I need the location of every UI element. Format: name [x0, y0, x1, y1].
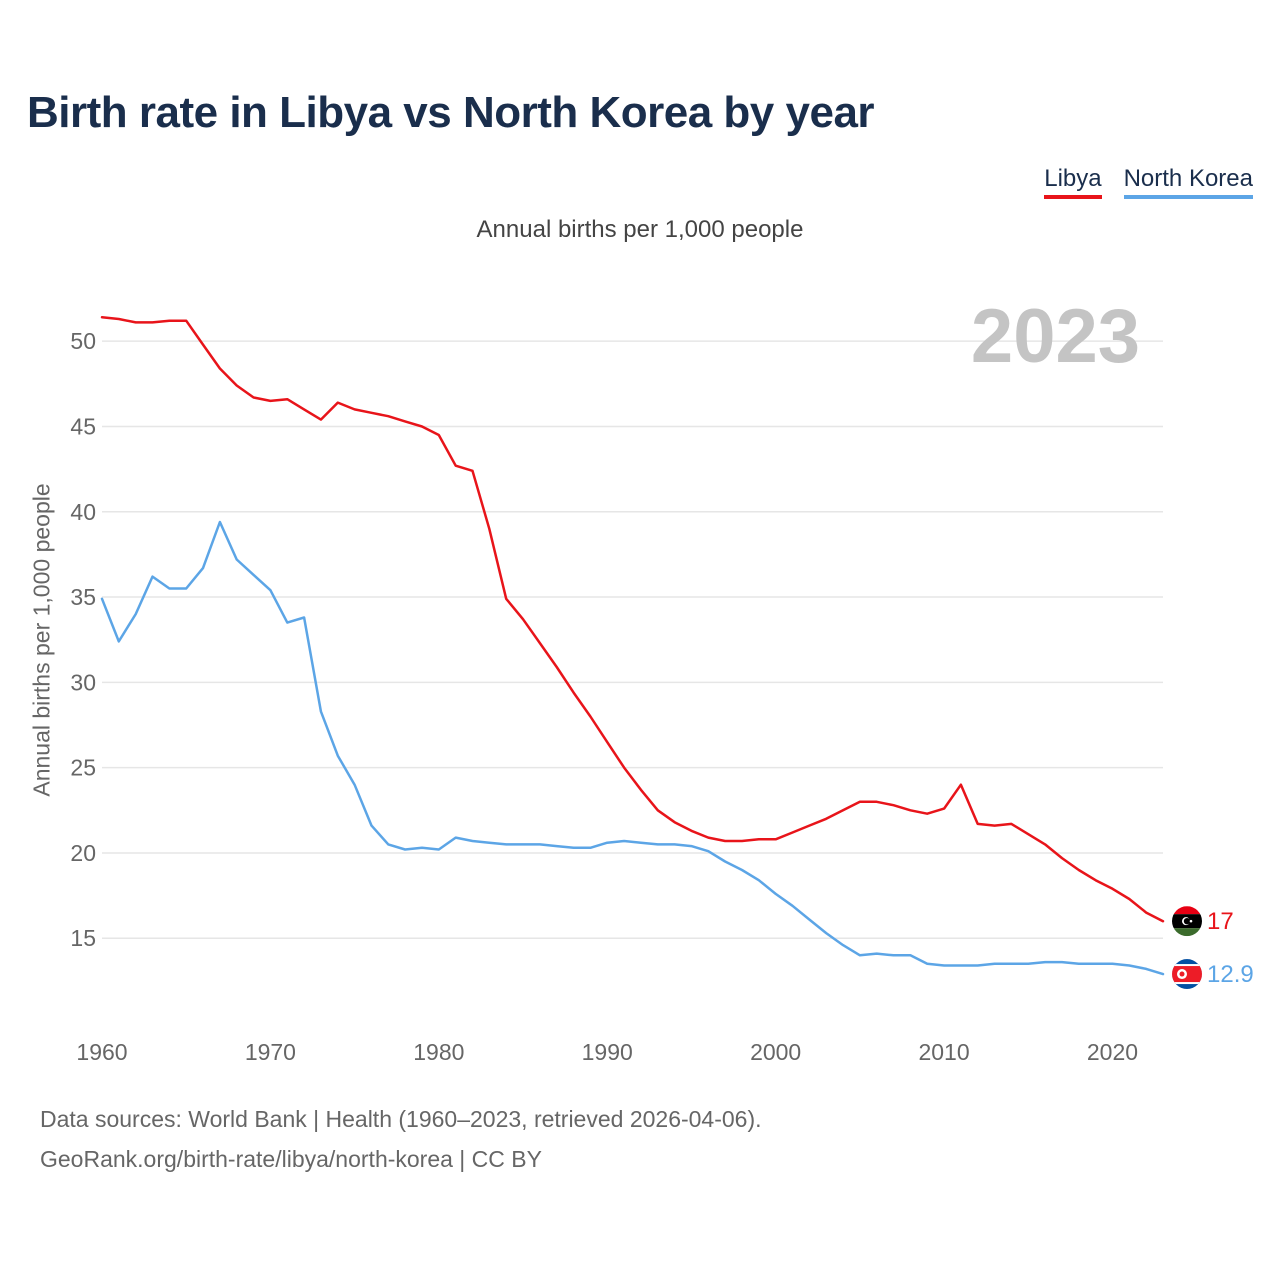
end-label-libya: 17 — [1207, 908, 1234, 935]
x-tick-label-2020: 2020 — [1087, 1039, 1138, 1065]
x-tick-label-1960: 1960 — [76, 1039, 127, 1065]
x-tick-label-1980: 1980 — [413, 1039, 464, 1065]
end-label-north-korea: 12.9 — [1207, 961, 1254, 988]
legend: Libya North Korea — [1044, 165, 1253, 199]
north-korea-flag-icon — [1172, 959, 1202, 990]
year-watermark: 2023 — [971, 294, 1140, 379]
y-tick-label-45: 45 — [70, 413, 96, 439]
line-chart: 15 20 25 30 35 40 45 50 1960 1970 1980 1990 2000 2010… — [70, 294, 1254, 1065]
x-tick-label-1990: 1990 — [582, 1039, 633, 1065]
series-line-libya — [100, 316, 1165, 923]
y-tick-label-30: 30 — [70, 669, 96, 695]
y-tick-label-15: 15 — [70, 925, 96, 951]
y-tick-label-40: 40 — [70, 499, 96, 525]
legend-item-libya[interactable]: Libya — [1044, 165, 1102, 199]
footer-link[interactable]: GeoRank.org/birth-rate/libya/north-korea… — [40, 1146, 542, 1172]
footer-sources: Data sources: World Bank | Health (1960–… — [40, 1106, 762, 1132]
libya-flag-icon — [1172, 906, 1202, 937]
x-tick-label-2000: 2000 — [750, 1039, 801, 1065]
series-line-north-korea — [100, 520, 1165, 976]
y-tick-label-50: 50 — [70, 328, 96, 354]
chart-title: Birth rate in Libya vs North Korea by ye… — [27, 88, 875, 137]
legend-item-north-korea[interactable]: North Korea — [1123, 165, 1253, 199]
x-tick-label-1970: 1970 — [245, 1039, 296, 1065]
y-tick-label-25: 25 — [70, 755, 96, 781]
x-tick-label-2010: 2010 — [918, 1039, 969, 1065]
chart-subtitle: Annual births per 1,000 people — [476, 216, 804, 243]
y-tick-label-35: 35 — [70, 584, 96, 610]
y-tick-label-20: 20 — [70, 840, 96, 866]
